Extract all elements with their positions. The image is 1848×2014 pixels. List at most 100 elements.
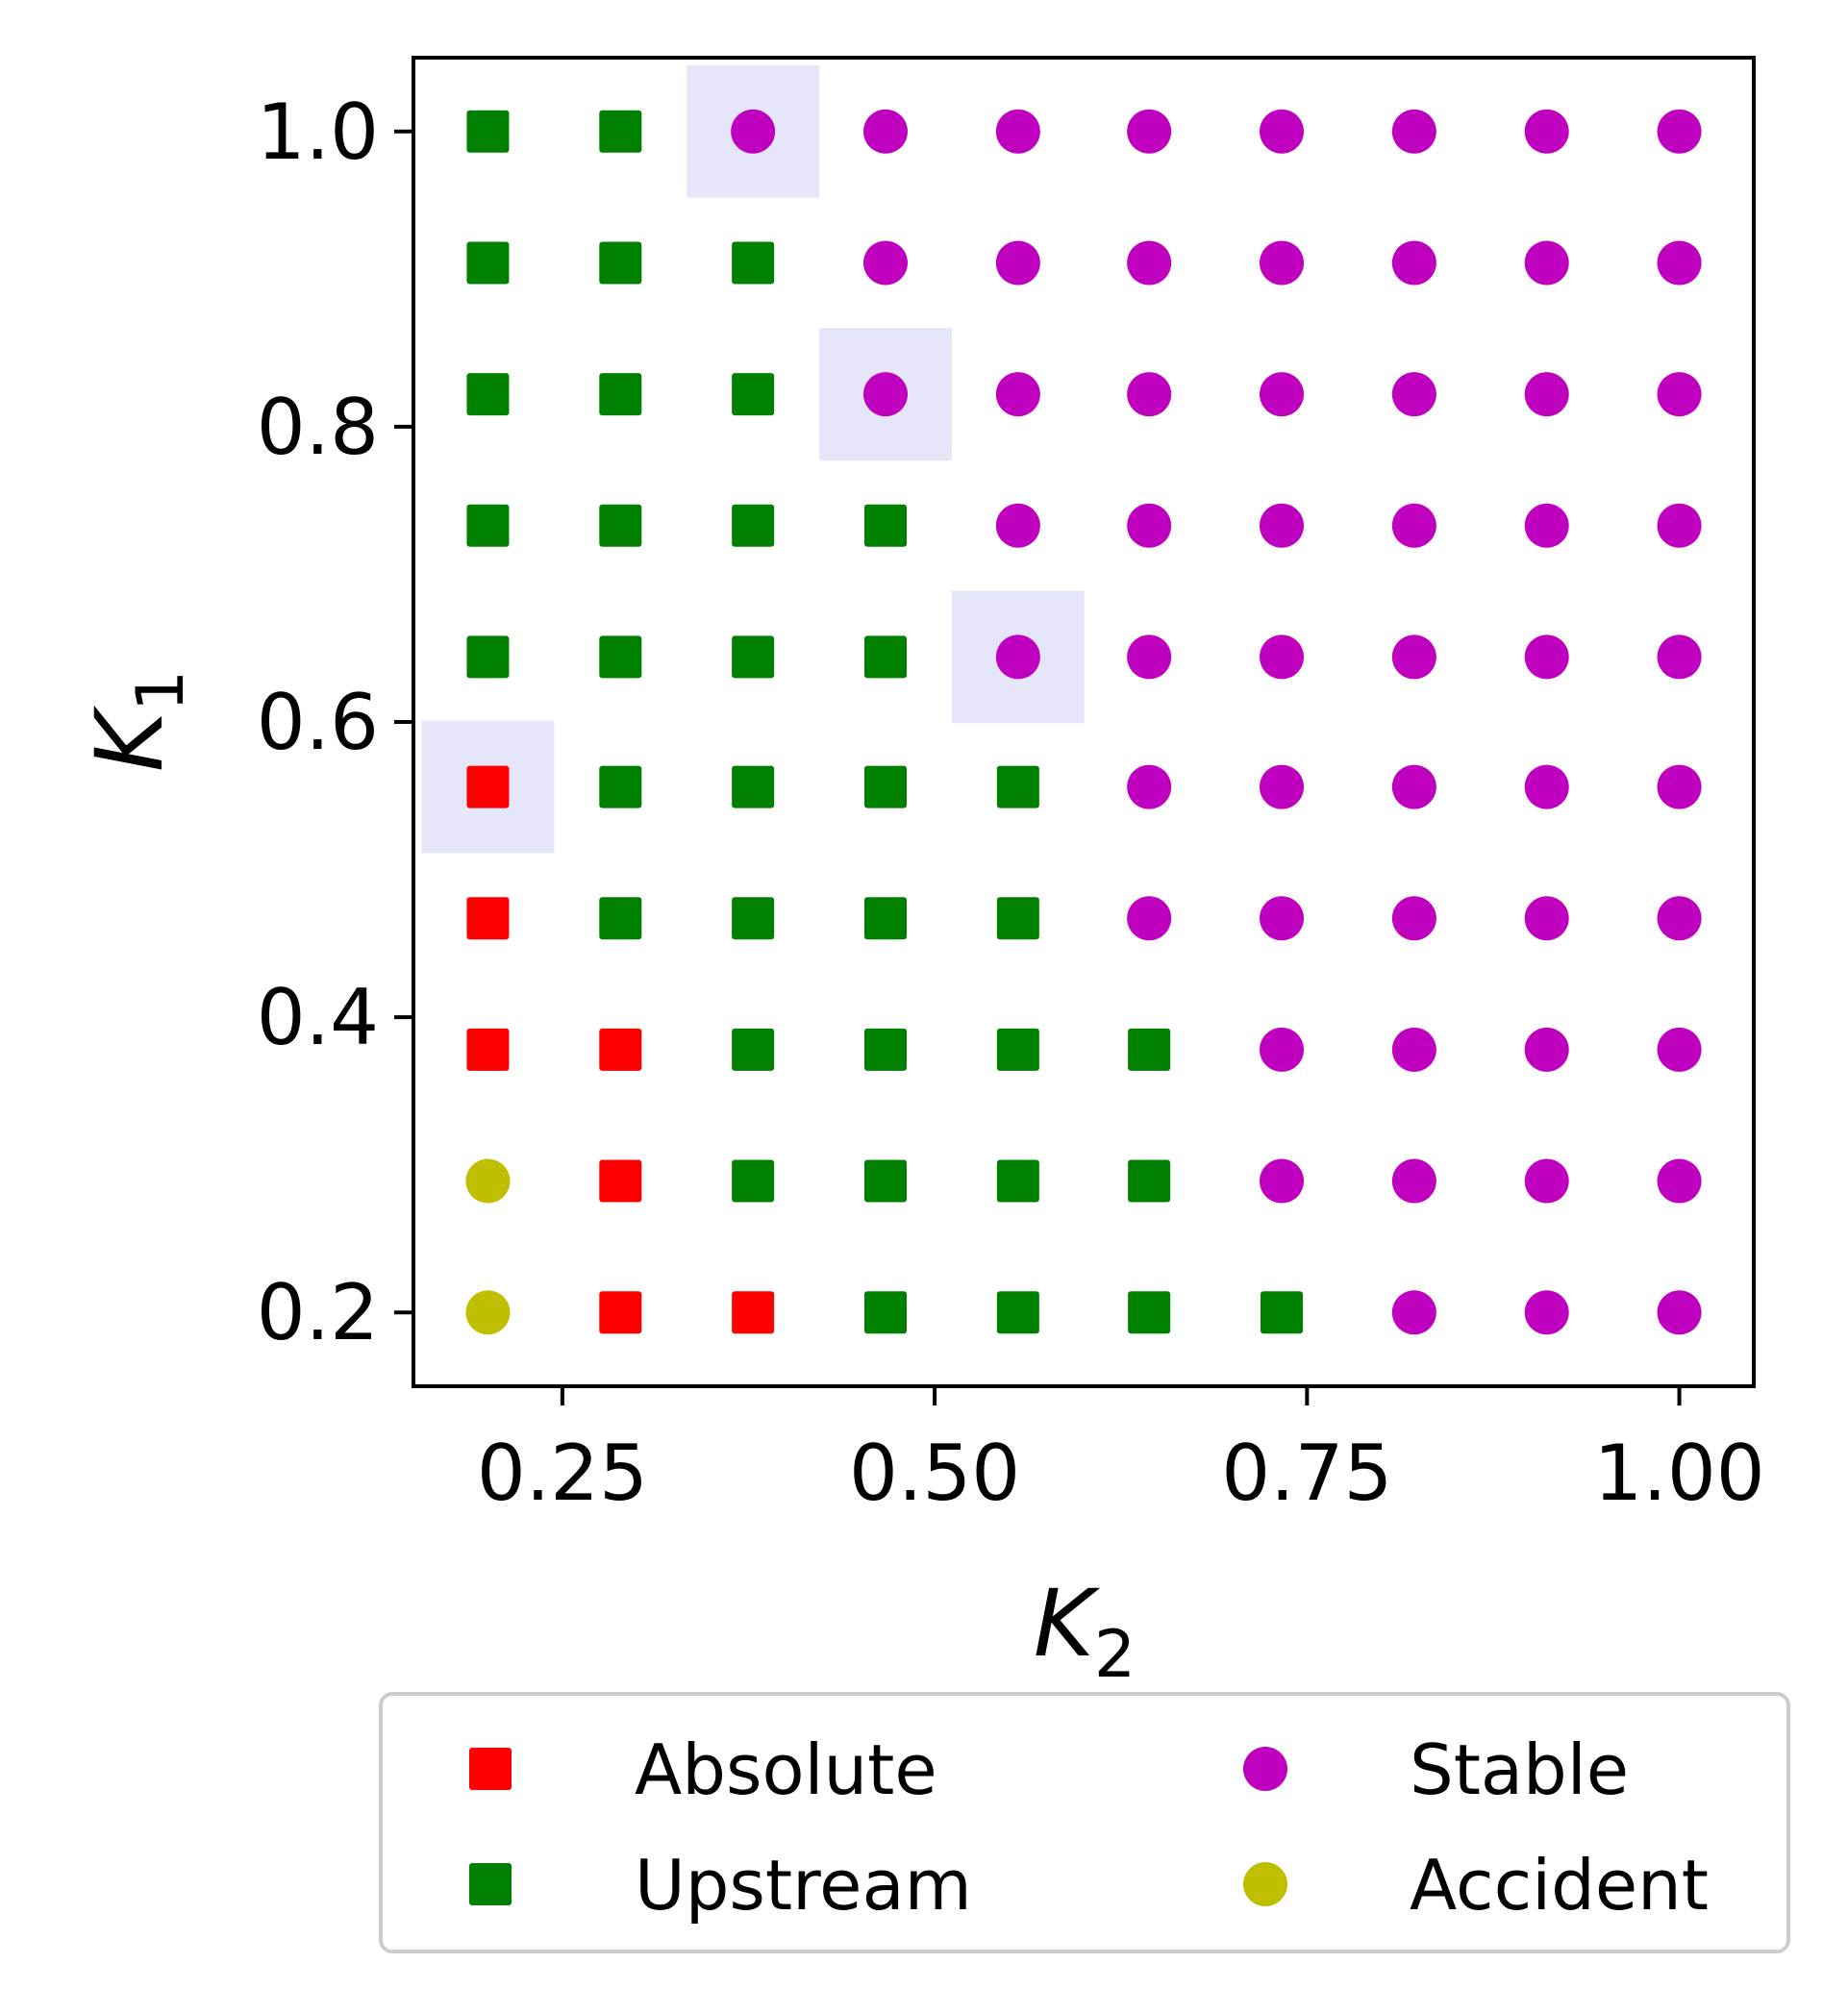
data-point-stable [1657, 764, 1702, 809]
data-point-stable [1127, 764, 1172, 809]
data-point-upstream [599, 897, 642, 940]
data-point-stable [1391, 240, 1436, 286]
data-point-stable [1260, 240, 1305, 286]
data-point-stable [1260, 896, 1305, 941]
legend-absolute-label: Absolute [635, 1729, 937, 1810]
data-point-stable [1391, 1158, 1436, 1204]
data-point-stable [1391, 634, 1436, 680]
legend-entries: Absolute Upstream Stable Accident [469, 1729, 1709, 1926]
data-point-upstream [863, 504, 907, 547]
data-point-absolute [466, 897, 510, 940]
data-point-stable [1657, 634, 1702, 680]
data-point-upstream [1128, 1159, 1171, 1203]
data-point-upstream [466, 504, 510, 547]
data-point-upstream [863, 897, 907, 940]
data-point-upstream [1261, 1291, 1304, 1334]
data-point-stable [1391, 503, 1436, 548]
legend-stable-label: Stable [1410, 1729, 1629, 1810]
data-point-upstream [599, 241, 642, 285]
legend-stable-marker [1243, 1747, 1287, 1791]
data-point-upstream [599, 635, 642, 679]
data-point-upstream [732, 1159, 775, 1203]
data-point-absolute [466, 765, 510, 808]
data-point-accident [465, 1290, 511, 1335]
data-point-stable [1524, 109, 1569, 154]
legend-accident-label: Accident [1410, 1845, 1709, 1926]
data-point-upstream [466, 110, 510, 153]
data-point-upstream [863, 765, 907, 808]
data-point-stable [995, 634, 1040, 680]
data-point-stable [1260, 764, 1305, 809]
data-point-stable [1391, 764, 1436, 809]
data-point-upstream [732, 765, 775, 808]
data-point-upstream [732, 241, 775, 285]
data-point-stable [1260, 503, 1305, 548]
y-axis-label-main: K [76, 705, 184, 772]
data-point-upstream [599, 504, 642, 547]
data-point-absolute [466, 1028, 510, 1071]
data-point-stable [862, 109, 908, 154]
y-tick-label: 0.2 [257, 1268, 379, 1357]
data-point-upstream [996, 765, 1039, 808]
legend-frame [379, 1692, 1790, 1953]
data-point-upstream [996, 1028, 1039, 1071]
data-point-stable [1127, 372, 1172, 417]
data-point-stable [731, 109, 776, 154]
x-axis: 0.25 0.50 0.75 1.00 [477, 1386, 1765, 1518]
y-tick-label: 0.4 [257, 973, 379, 1062]
data-point-stable [1391, 372, 1436, 417]
data-point-stable [1127, 896, 1172, 941]
y-axis-label-sub: 1 [123, 670, 199, 711]
data-point-upstream [732, 897, 775, 940]
data-point-stable [1260, 109, 1305, 154]
data-point-stable [1260, 1027, 1305, 1072]
data-point-stable [1524, 634, 1569, 680]
legend-upstream: Upstream [469, 1845, 972, 1926]
legend-accident-marker [1243, 1862, 1287, 1906]
data-point-stable [995, 109, 1040, 154]
data-point-upstream [466, 241, 510, 285]
data-point-stable [1524, 764, 1569, 809]
legend-absolute-marker [469, 1748, 512, 1790]
data-point-stable [1657, 240, 1702, 286]
data-point-stable [1391, 1290, 1436, 1335]
y-tick-label: 1.0 [257, 87, 379, 177]
data-point-upstream [732, 635, 775, 679]
y-tick-label: 0.8 [257, 383, 379, 472]
data-point-stable [1260, 1158, 1305, 1204]
data-point-stable [862, 240, 908, 286]
data-point-stable [1260, 634, 1305, 680]
data-point-upstream [466, 373, 510, 416]
legend-upstream-label: Upstream [635, 1845, 972, 1926]
data-point-stable [1524, 896, 1569, 941]
legend-stable: Stable [1243, 1729, 1629, 1810]
data-point-stable [1524, 240, 1569, 286]
data-point-upstream [1128, 1291, 1171, 1334]
data-point-stable [1657, 503, 1702, 548]
data-point-upstream [996, 1159, 1039, 1203]
data-point-stable [862, 372, 908, 417]
data-point-stable [1524, 1027, 1569, 1072]
data-point-upstream [863, 1159, 907, 1203]
data-point-stable [1524, 503, 1569, 548]
data-point-absolute [599, 1291, 642, 1334]
data-point-stable [1260, 372, 1305, 417]
data-point-upstream [732, 504, 775, 547]
data-point-upstream [599, 765, 642, 808]
data-point-stable [1524, 1158, 1569, 1204]
data-point-stable [1524, 1290, 1569, 1335]
data-point-stable [1657, 896, 1702, 941]
y-axis: 0.2 0.4 0.6 0.8 1.0 [257, 87, 413, 1357]
data-point-absolute [732, 1291, 775, 1334]
data-point-stable [1127, 109, 1172, 154]
data-points-layer [465, 109, 1702, 1335]
data-point-upstream [863, 1291, 907, 1334]
data-point-stable [1524, 372, 1569, 417]
legend-upstream-marker [469, 1863, 512, 1905]
data-point-upstream [863, 635, 907, 679]
data-point-stable [1127, 240, 1172, 286]
data-point-upstream [863, 1028, 907, 1071]
data-point-stable [1391, 1027, 1436, 1072]
x-tick-label: 0.50 [849, 1429, 1020, 1518]
data-point-stable [1391, 109, 1436, 154]
